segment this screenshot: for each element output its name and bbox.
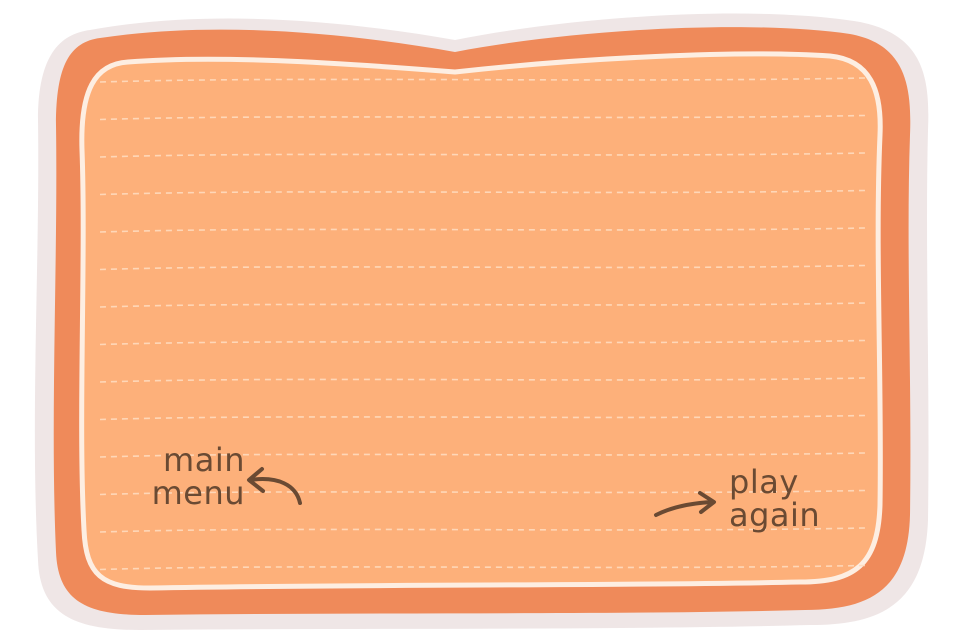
stitch-line <box>99 227 866 233</box>
main-menu-button[interactable]: main menu <box>133 444 245 510</box>
curved-arrow-left-icon[interactable] <box>247 467 302 505</box>
stitch-line <box>99 264 866 271</box>
stitch-line <box>99 189 866 196</box>
stitch-line <box>99 527 866 533</box>
stitch-line <box>99 489 866 496</box>
stitch-line <box>99 302 866 308</box>
curved-arrow-right-icon[interactable] <box>654 491 716 517</box>
play-again-label-line2: again <box>729 496 821 534</box>
stitch-line <box>99 414 866 421</box>
main-menu-label-line1: main <box>163 441 245 479</box>
stitch-lines <box>99 77 866 571</box>
stitch-line <box>99 114 866 121</box>
stitch-line <box>99 377 866 383</box>
stitch-line <box>99 452 866 458</box>
stitch-line <box>99 152 866 158</box>
play-again-button[interactable]: play again <box>729 466 839 532</box>
main-menu-label-line2: menu <box>151 474 245 512</box>
stitch-line <box>99 339 866 346</box>
play-again-label-line1: play <box>729 463 799 501</box>
stitch-line <box>99 77 866 83</box>
stitch-line <box>99 564 866 571</box>
